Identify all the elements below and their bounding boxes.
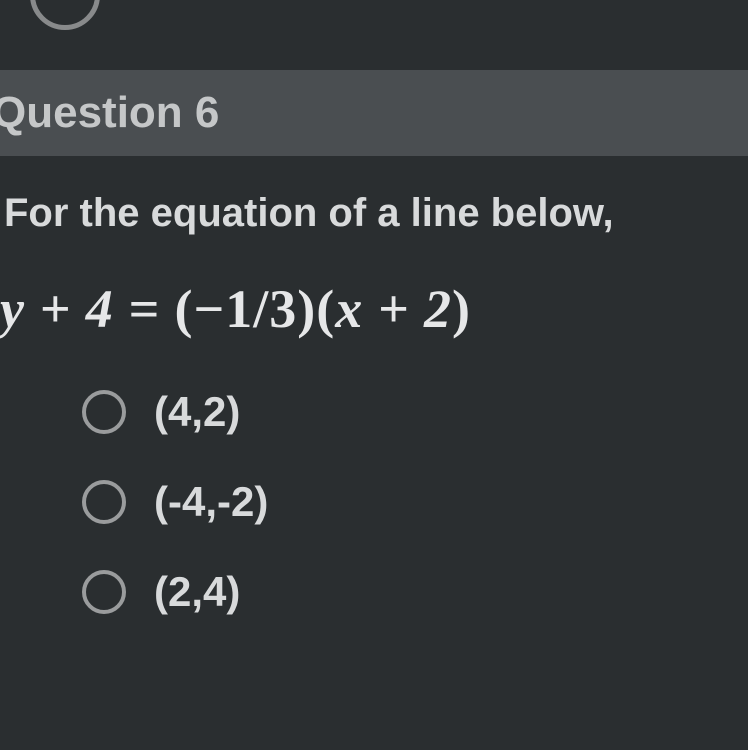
option-row[interactable]: (2,4) — [82, 568, 738, 616]
question-number-title: Question 6 — [0, 88, 748, 138]
equation-lhs-var: y — [0, 279, 25, 339]
equation-lhs-const: 4 — [86, 279, 114, 339]
option-row[interactable]: (-4,-2) — [82, 478, 738, 526]
option-label: (-4,-2) — [154, 478, 268, 526]
radio-icon[interactable] — [82, 480, 126, 524]
option-label: (2,4) — [154, 568, 240, 616]
equation-slope: (−1/3) — [175, 279, 317, 339]
option-row[interactable]: (4,2) — [82, 388, 738, 436]
partial-circle-artifact — [30, 0, 100, 30]
question-header: Question 6 — [0, 70, 748, 156]
option-label: (4,2) — [154, 388, 240, 436]
equation-rhs-var: x — [335, 279, 363, 339]
radio-icon[interactable] — [82, 570, 126, 614]
equation-rhs-op: + — [378, 279, 410, 339]
radio-icon[interactable] — [82, 390, 126, 434]
equation-display: y + 4 = (−1/3)(x + 2) — [0, 278, 738, 340]
top-strip — [0, 0, 748, 70]
equation-rhs-close: ) — [452, 279, 471, 339]
equation-rhs-open: ( — [316, 279, 335, 339]
equation-equals: = — [128, 279, 160, 339]
equation-lhs-op: + — [39, 279, 71, 339]
question-content: For the equation of a line below, y + 4 … — [0, 156, 748, 616]
answer-options: (4,2) (-4,-2) (2,4) — [4, 388, 738, 616]
question-prompt: For the equation of a line below, — [4, 186, 738, 240]
equation-rhs-const: 2 — [424, 279, 452, 339]
